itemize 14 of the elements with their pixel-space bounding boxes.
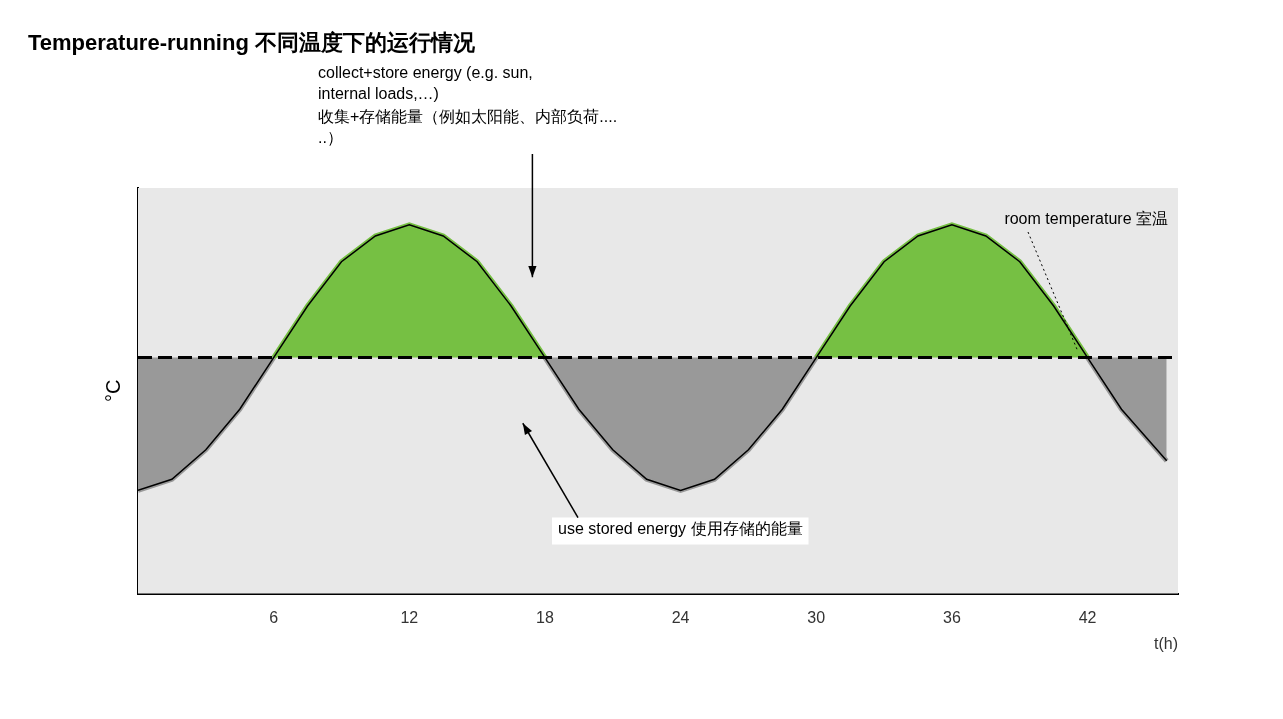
ref-line-label: room temperature 室温 bbox=[1004, 210, 1168, 228]
text: collect+store energy (e.g. sun, internal loads,…) bbox=[318, 64, 533, 103]
y-axis-title: °C bbox=[101, 379, 124, 403]
x-axis-title: t(h) bbox=[1154, 634, 1178, 652]
x-tick-label: 36 bbox=[943, 608, 961, 626]
text: 收集+存储能量（例如太阳能、内部负荷......） bbox=[318, 108, 618, 147]
x-tick-label: 18 bbox=[536, 608, 554, 626]
annotation: use stored energy 使用存储的能量 bbox=[558, 520, 803, 538]
x-tick-label: 24 bbox=[671, 608, 690, 626]
x-tick-label: 30 bbox=[807, 608, 826, 626]
x-tick-label: 6 bbox=[269, 608, 279, 626]
chart-title: Temperature-running 不同温度下的运行情况 bbox=[27, 29, 476, 57]
x-tick-label: 12 bbox=[400, 608, 419, 626]
x-tick-label: 42 bbox=[1078, 608, 1097, 626]
